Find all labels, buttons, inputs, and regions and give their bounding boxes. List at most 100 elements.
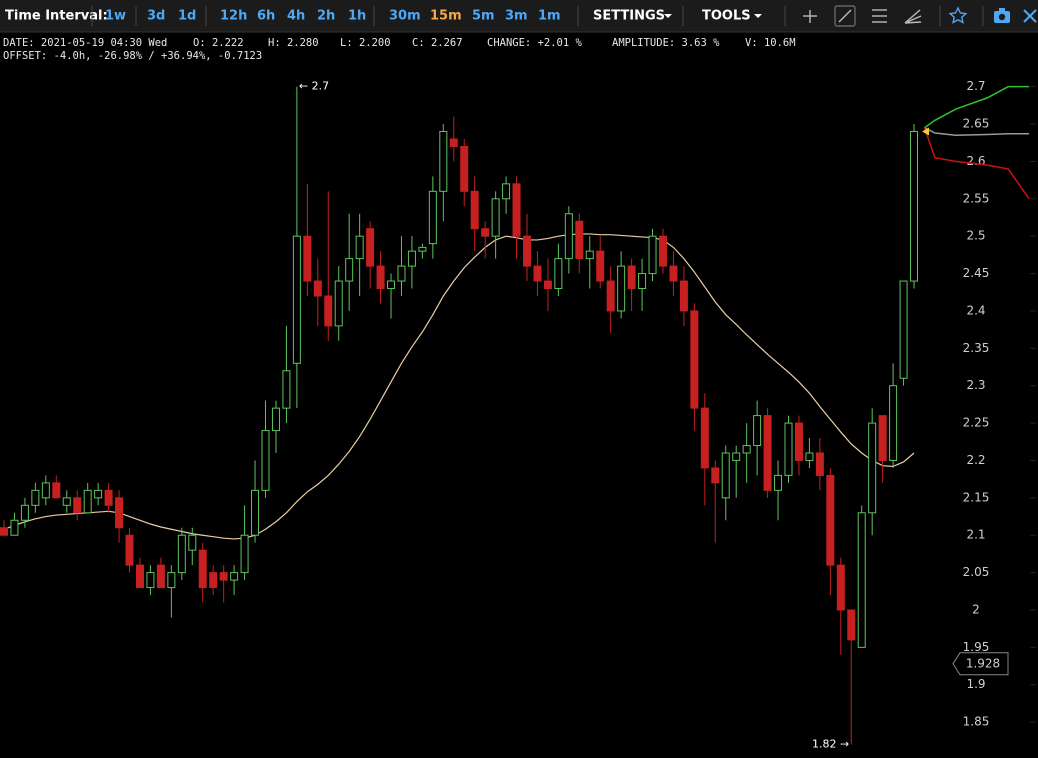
y-tick-label: 2.2 (966, 453, 985, 467)
interval-button[interactable]: 3d (147, 9, 165, 24)
candle-body (491, 198, 500, 237)
candle-body (115, 497, 124, 529)
info-field: AMPLITUDE: 3.63 % (612, 37, 720, 49)
candle-body (397, 265, 406, 282)
interval-button[interactable]: 4h (287, 9, 305, 24)
y-tick-label: 2.7 (966, 79, 985, 93)
separators (91, 6, 984, 26)
y-tick-label: 2.4 (966, 303, 985, 317)
crosshair-icon[interactable] (803, 10, 817, 23)
candle-body (742, 445, 751, 454)
candle-body (523, 235, 531, 267)
candle-body (135, 564, 144, 589)
y-tick-label: 1.85 (963, 715, 990, 729)
candle-body (125, 534, 134, 566)
info-field: H: 2.280 (268, 37, 319, 49)
info-field: DATE: 2021-05-19 04:30 Wed (3, 37, 167, 49)
camera-icon[interactable] (994, 8, 1010, 23)
candle-body (648, 235, 657, 275)
candle-body (627, 265, 636, 290)
candle-body (209, 572, 218, 589)
candle-body (449, 138, 458, 147)
candle-body (575, 220, 584, 260)
y-tick-label: 2.6 (966, 154, 985, 168)
lines-icon[interactable] (872, 9, 887, 23)
interval-button[interactable]: 2h (317, 9, 335, 24)
tools-button[interactable]: TOOLS (702, 9, 751, 24)
candle-body (261, 430, 270, 491)
candle-body (104, 489, 113, 506)
candle-body (805, 452, 814, 461)
candle-body (198, 549, 207, 589)
y-tick-label: 2.65 (963, 117, 990, 131)
interval-button[interactable]: 6h (257, 9, 275, 24)
candle-body (543, 280, 552, 290)
interval-button[interactable]: 3m (505, 9, 528, 24)
candle-body (857, 512, 866, 648)
y-tick-label: 2.05 (963, 565, 990, 579)
y-tick-label: 2.35 (963, 341, 990, 355)
candle-body (0, 527, 8, 536)
candle-body (41, 482, 50, 499)
interval-button[interactable]: 15m (430, 9, 462, 24)
fan-icon[interactable] (904, 9, 922, 24)
toolbar (0, 0, 1038, 32)
interval-button[interactable]: 12h (220, 9, 247, 24)
forecast-line (923, 127, 1030, 200)
dropdown-arrow (664, 14, 672, 18)
candle-body (658, 235, 667, 267)
last-price-label: 1.928 (966, 656, 1000, 670)
candle-body (94, 489, 103, 499)
y-tick-label: 2.25 (963, 416, 990, 430)
candle-body (460, 145, 469, 192)
candle-body (700, 407, 709, 469)
candle-body (554, 258, 563, 290)
info-field: C: 2.267 (412, 37, 463, 49)
settings-button[interactable]: SETTINGS (593, 9, 665, 24)
star-icon[interactable] (948, 6, 968, 24)
candle-body (470, 190, 479, 230)
candle-body (230, 572, 239, 581)
candle-body (439, 131, 448, 192)
info-field: L: 2.200 (340, 37, 391, 49)
candle-body (868, 422, 877, 514)
y-tick-label: 2.3 (966, 378, 985, 392)
dropdown-arrow (754, 14, 762, 18)
interval-button[interactable]: 1w (105, 9, 126, 24)
info-field: CHANGE: +2.01 % (487, 37, 583, 49)
interval-button[interactable]: 1d (178, 9, 196, 24)
info-offset: OFFSET: -4.0h, -26.98% / +36.94%, -0.712… (3, 50, 262, 62)
candle-body (826, 474, 835, 566)
y-tick-label: 2.15 (963, 490, 990, 504)
interval-button[interactable]: 5m (472, 9, 495, 24)
candle-body (774, 474, 783, 491)
candle-body (889, 385, 898, 461)
candle-body (334, 280, 343, 327)
candle-body (753, 415, 762, 447)
candle-body (428, 190, 437, 245)
candle-body (177, 534, 186, 574)
high-annotation: ← 2.7 (299, 80, 329, 93)
candle-body (355, 235, 364, 260)
candle-body (910, 131, 919, 282)
interval-button[interactable]: 1h (348, 9, 366, 24)
fullscreen-icon[interactable] (1023, 9, 1037, 23)
candle-body (271, 407, 280, 432)
candle-body (815, 452, 824, 476)
info-field: O: 2.222 (193, 37, 244, 49)
interval-button[interactable]: 30m (389, 9, 421, 24)
candle-body (313, 280, 322, 297)
candle-body (52, 482, 61, 499)
candle-body (387, 280, 396, 290)
candle-body (303, 235, 312, 282)
y-tick-label: 2 (972, 602, 980, 616)
candle-body (721, 452, 730, 499)
candle-body (763, 415, 772, 491)
interval-button[interactable]: 1m (538, 9, 561, 24)
line-icon[interactable] (834, 5, 856, 27)
candle-body (847, 609, 856, 641)
candle-body (10, 519, 19, 536)
candle-body (324, 295, 333, 327)
